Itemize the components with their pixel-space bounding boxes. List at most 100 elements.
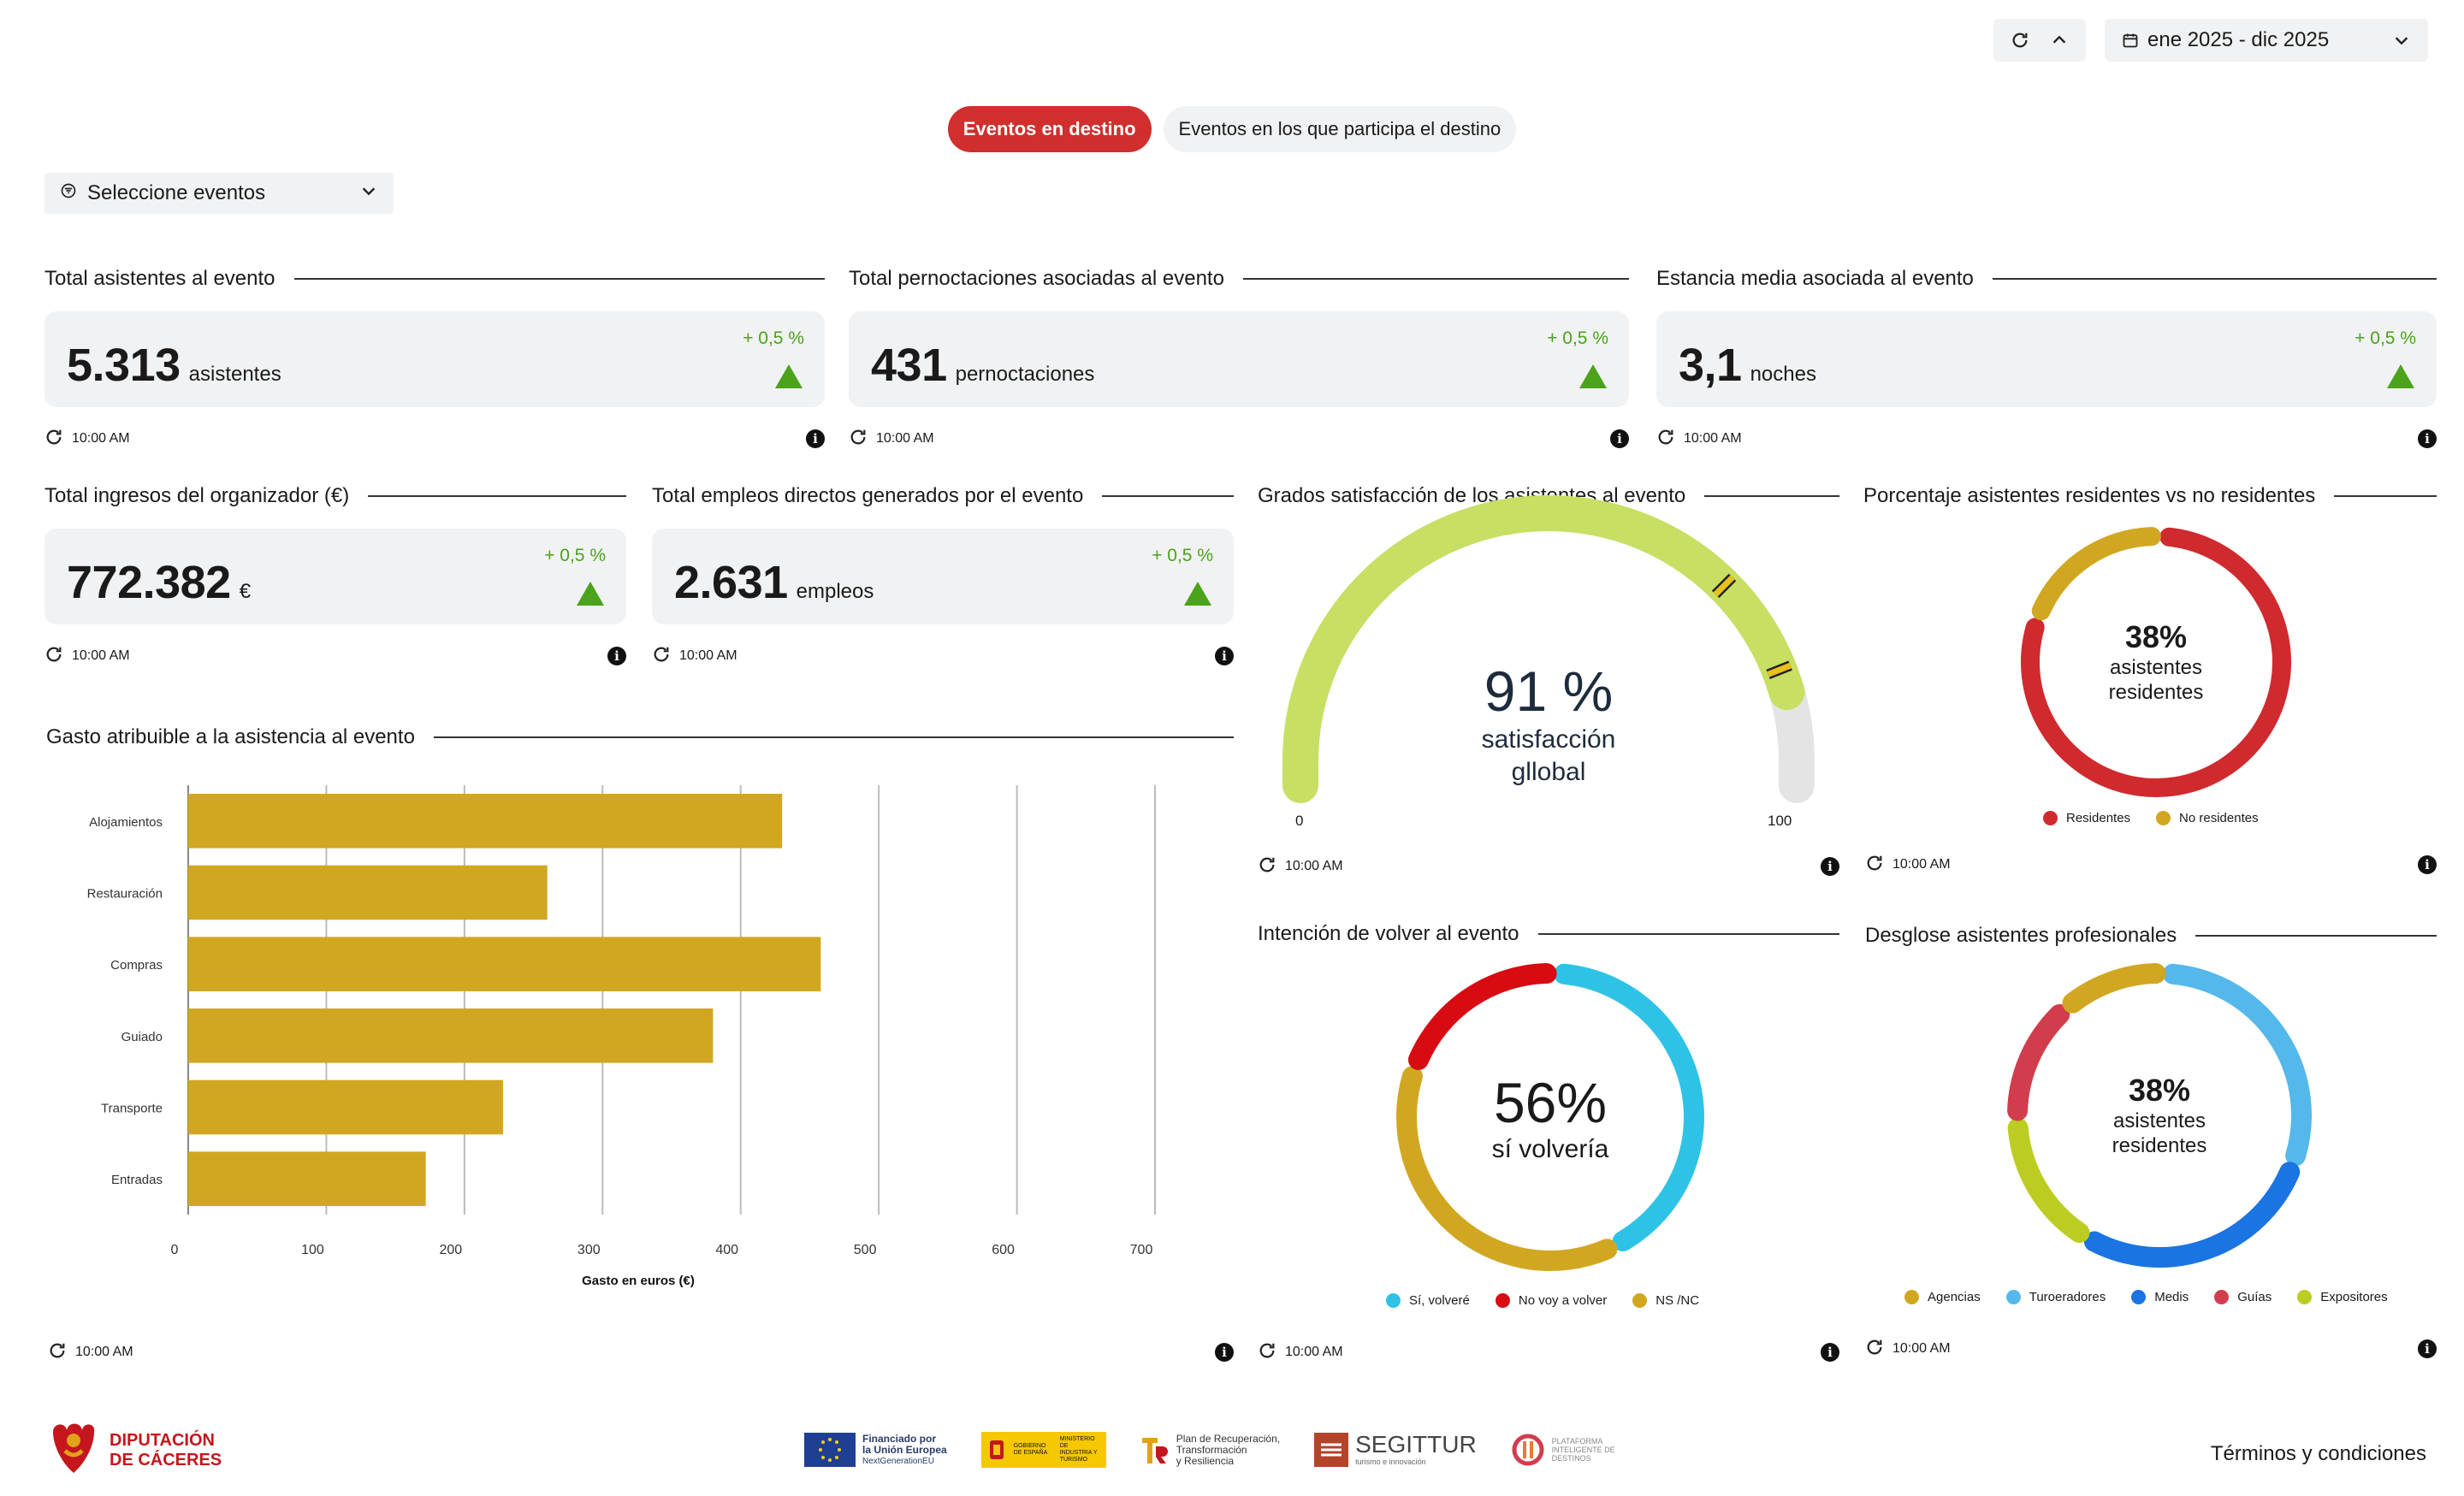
kpi-card-empleos: 2.631 empleos + 0,5 % — [652, 529, 1234, 624]
refresh-icon[interactable] — [652, 645, 671, 668]
chevron-up-icon[interactable] — [2050, 31, 2069, 50]
legend-dot — [1495, 1293, 1510, 1308]
y-tick-label: Restauración — [87, 887, 163, 902]
footer: DIPUTACIÓN DE CÁCERES Financiado por la Un… — [0, 1411, 2464, 1488]
calendar-icon — [2122, 32, 2139, 49]
eu-line2: la Unión Europea — [862, 1443, 947, 1456]
bar[interactable] — [188, 1151, 426, 1206]
info-icon[interactable]: i — [607, 647, 626, 665]
refresh-icon[interactable] — [1258, 1341, 1276, 1364]
y-tick-label: Guiado — [121, 1030, 163, 1044]
donut-center: 56% sí volvería — [1395, 961, 1706, 1273]
kpi-change: + 0,5 % — [544, 546, 606, 565]
tab-eventos-participa[interactable]: Eventos en los que participa el destino — [1163, 106, 1517, 152]
donut-segment[interactable] — [2062, 963, 2166, 1014]
legend-item[interactable]: Agencias — [1904, 1290, 1981, 1304]
event-select[interactable]: Seleccione eventos — [44, 173, 394, 214]
donut-segment[interactable] — [1396, 1066, 1618, 1271]
bar[interactable] — [188, 1008, 714, 1063]
donut-segment[interactable] — [1407, 963, 1557, 1071]
info-icon[interactable]: i — [1215, 647, 1234, 665]
legend-item[interactable]: Expositores — [2297, 1290, 2388, 1304]
donut-segment[interactable] — [2021, 527, 2291, 797]
donut-segment[interactable] — [2083, 1162, 2301, 1268]
legend-label: No voy a volver — [1518, 1293, 1608, 1308]
refresh-icon[interactable] — [44, 645, 63, 668]
x-tick-label: 300 — [578, 1243, 601, 1257]
kpi-value: 431 — [871, 340, 947, 391]
info-icon[interactable]: i — [2418, 429, 2437, 448]
filter-icon — [60, 181, 77, 205]
section-estancia: Estancia media asociada al evento — [1656, 267, 2437, 291]
refresh-icon[interactable] — [1865, 854, 1884, 877]
info-icon[interactable]: i — [1610, 429, 1629, 448]
info-icon[interactable]: i — [1821, 1343, 1839, 1362]
donut-segment[interactable] — [1554, 963, 1704, 1252]
kpi-value: 3,1 — [1679, 340, 1742, 391]
refresh-icon[interactable] — [1258, 855, 1276, 878]
refresh-icon[interactable] — [1865, 1338, 1884, 1361]
bar[interactable] — [188, 794, 783, 849]
x-tick-label: 100 — [301, 1243, 324, 1257]
update-time: 10:00 AM — [1684, 431, 1742, 446]
gauge-center: 91 % satisfacción gllobal — [1420, 659, 1677, 789]
donut-segment[interactable] — [2162, 963, 2312, 1167]
refresh-icon[interactable] — [2011, 31, 2029, 50]
x-tick-label: 0 — [171, 1243, 179, 1257]
eu-flag-icon — [804, 1433, 856, 1467]
card-meta: 10:00 AM i — [1258, 855, 1839, 878]
bar[interactable] — [188, 937, 821, 991]
kpi-unit: empleos — [796, 580, 874, 603]
legend-item[interactable]: Turoeradores — [2005, 1290, 2106, 1304]
info-icon[interactable]: i — [806, 429, 825, 448]
donut-segment[interactable] — [2031, 527, 2161, 621]
gob-b: MINISTERIO DE INDUSTRIA Y TURISMO — [1059, 1436, 1098, 1463]
refresh-icon[interactable] — [44, 428, 63, 451]
legend-item[interactable]: No voy a volver — [1495, 1293, 1608, 1308]
bar[interactable] — [188, 1079, 504, 1135]
spain-shield-icon — [989, 1440, 1004, 1459]
legend-item[interactable]: NS /NC — [1632, 1293, 1699, 1308]
tab-eventos-en-destino[interactable]: Eventos en destino — [947, 106, 1152, 152]
legend-item[interactable]: Medis — [2131, 1290, 2189, 1304]
card-meta: 10:00 AM i — [1865, 1338, 2437, 1360]
legend-item[interactable]: Sí, volveré — [1386, 1293, 1470, 1308]
info-icon[interactable]: i — [1215, 1343, 1234, 1362]
info-icon[interactable]: i — [1821, 857, 1839, 876]
dip-line1: DIPUTACIÓN — [110, 1431, 215, 1450]
donut-center: 38% asistentes residentes — [2019, 525, 2293, 799]
info-icon[interactable]: i — [2418, 1339, 2437, 1358]
section-title: Total empleos directos generados por el … — [652, 484, 1084, 507]
refresh-icon[interactable] — [849, 428, 868, 451]
refresh-icon[interactable] — [1656, 428, 1675, 451]
plataforma-icon — [1512, 1434, 1544, 1466]
plat-line2: INTELIGENTE DE — [1551, 1446, 1615, 1454]
kpi-unit: asistentes — [188, 363, 281, 386]
tab-bar: Eventos en destino Eventos en los que pa… — [0, 106, 2464, 152]
gauge-fill-arc — [1282, 495, 1805, 779]
update-time: 10:00 AM — [1892, 857, 1951, 872]
volver-donut — [1396, 963, 1704, 1271]
info-icon[interactable]: i — [2418, 855, 2437, 874]
bar[interactable] — [188, 865, 548, 920]
arrow-up-icon — [577, 582, 604, 606]
date-range-picker[interactable]: ene 2025 - dic 2025 — [2105, 19, 2428, 62]
donut-segment[interactable] — [2007, 1117, 2090, 1244]
donut-value: 38% — [2124, 619, 2188, 654]
plan-tr-icon — [1141, 1438, 1168, 1463]
donut-segment[interactable] — [2007, 1004, 2070, 1121]
gauge-max-label: 100 — [1768, 813, 1792, 829]
legend-label: Turoeradores — [2029, 1290, 2106, 1304]
legend-item[interactable]: Guías — [2214, 1290, 2272, 1304]
refresh-icon[interactable] — [48, 1341, 67, 1364]
gobierno-logo: GOBIERNO DE ESPAÑA MINISTERIO DE INDUSTR… — [980, 1432, 1106, 1468]
legend-item[interactable]: Residentes — [2043, 811, 2130, 825]
gauge-caption: satisfacción gllobal — [1481, 725, 1616, 786]
legend-item[interactable]: No residentes — [2156, 811, 2259, 825]
section-asistentes: Total asistentes al evento — [44, 267, 825, 291]
gauge-value: 91 % — [1484, 659, 1614, 723]
chart-title: Intención de volver al evento — [1258, 922, 1519, 945]
terms-link[interactable]: Términos y condiciones — [2210, 1442, 2426, 1465]
gob-a: GOBIERNO DE ESPAÑA — [1013, 1443, 1048, 1456]
x-tick-label: 600 — [992, 1243, 1015, 1257]
